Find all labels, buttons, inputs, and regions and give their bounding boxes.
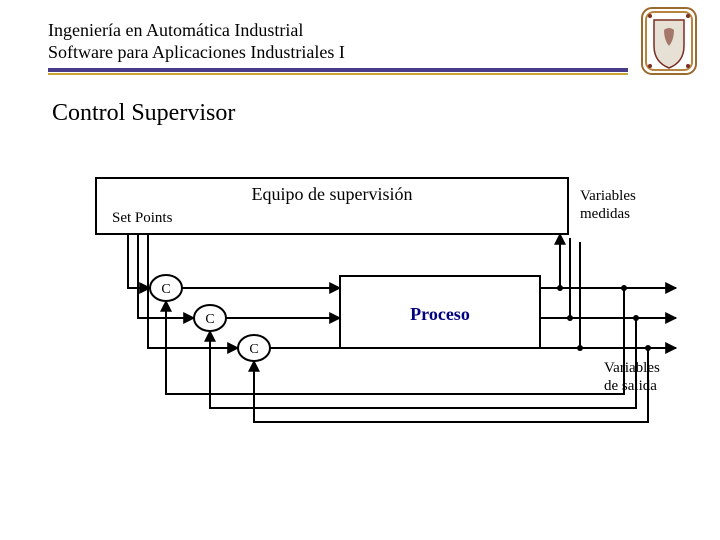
variables-salida-label-2: de salida — [604, 378, 657, 394]
edge-fb1 — [166, 288, 624, 394]
set-points-label: Set Points — [112, 210, 173, 226]
variables-salida-label-1: Variables — [604, 360, 660, 376]
controller-c3-label: C — [249, 342, 258, 357]
supervisor-box-title: Equipo de supervisión — [252, 184, 413, 204]
variables-medidas-label-1: Variables — [580, 188, 636, 204]
variables-medidas-label-2: medidas — [580, 206, 630, 222]
edge-fb3 — [254, 348, 648, 422]
controller-c2-label: C — [205, 312, 214, 327]
proceso-box-label: Proceso — [410, 304, 470, 324]
control-supervisor-diagram: Equipo de supervisión Set Points Variabl… — [0, 0, 720, 540]
controller-c1-label: C — [161, 282, 170, 297]
